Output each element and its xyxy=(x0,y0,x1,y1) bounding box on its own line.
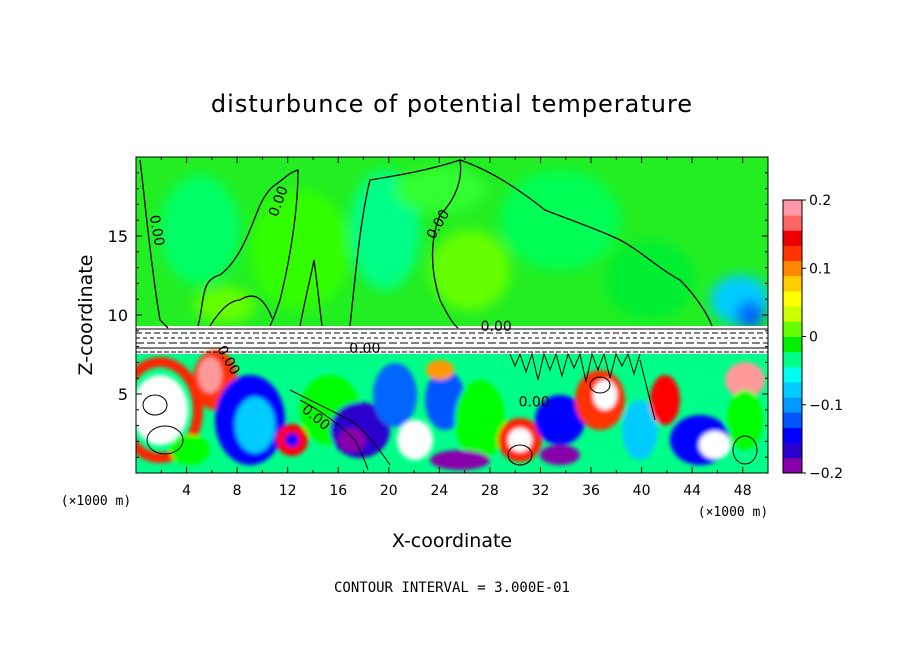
x-tick-label: 24 xyxy=(430,483,448,499)
chart-title: disturbunce of potential temperature xyxy=(211,90,693,118)
x-tick-label: 4 xyxy=(182,483,191,499)
x-tick-label: 36 xyxy=(582,483,600,499)
y-tick-label: 10 xyxy=(108,306,128,325)
contour-lines xyxy=(139,159,713,329)
x-tick-label: 48 xyxy=(734,483,752,499)
colorbar-swatch xyxy=(783,397,802,413)
contour-label: 0.00 xyxy=(519,395,550,411)
upper-field-blobs xyxy=(160,168,768,329)
colorbar-tick-label: 0 xyxy=(809,330,818,346)
colorbar-swatch xyxy=(783,427,802,444)
colorbar-swatch xyxy=(783,382,802,398)
colorbar-swatch xyxy=(783,351,802,368)
colorbar-swatch xyxy=(783,442,802,459)
interface-band xyxy=(136,326,768,354)
x-tick-label: 44 xyxy=(683,483,701,499)
colorbar-swatch xyxy=(783,291,802,307)
colorbar-tick-label: 0.2 xyxy=(809,193,831,209)
x-axis: 4 8 12 16 20 24 28 32 36 40 44 48 xyxy=(160,157,769,499)
colorbar: 0.2 0.1 0 −0.1 −0.2 xyxy=(782,193,843,482)
x-tick-label: 32 xyxy=(532,483,550,499)
x-tick-label: 28 xyxy=(481,483,499,499)
lower-field-blobs xyxy=(136,350,765,470)
y-tick-label: 5 xyxy=(118,385,128,404)
x-tick-label: 12 xyxy=(279,483,297,499)
contour-label: 0.00 xyxy=(481,319,512,335)
x-tick-label: 8 xyxy=(233,483,242,499)
colorbar-tick-label: 0.1 xyxy=(809,261,831,277)
x-tick-label: 16 xyxy=(329,483,347,499)
colorbar-swatch xyxy=(783,366,802,383)
x-axis-label: X-coordinate xyxy=(392,530,512,552)
x-tick-label: 40 xyxy=(633,483,651,499)
y-tick-label: 15 xyxy=(108,227,128,246)
x-tick-label: 20 xyxy=(380,483,398,499)
interface-contours xyxy=(136,328,768,383)
colorbar-swatch xyxy=(783,275,802,292)
contour-interval-footer: CONTOUR INTERVAL = 3.000E-01 xyxy=(334,580,570,596)
y-axis: 5 10 15 xyxy=(108,172,768,458)
colorbar-tick-label: −0.1 xyxy=(809,398,843,414)
colorbar-swatch xyxy=(783,412,802,428)
colorbar-swatch xyxy=(783,200,802,216)
colorbar-swatch xyxy=(783,336,802,353)
colorbar-swatch xyxy=(783,230,802,246)
x-unit-right: (×1000 m) xyxy=(698,505,768,520)
x-unit-left: (×1000 m) xyxy=(61,494,131,509)
colorbar-swatch xyxy=(783,260,802,277)
colorbar-swatch xyxy=(783,215,802,231)
colorbar-swatch xyxy=(783,306,802,322)
contour-label: 0.00 xyxy=(349,341,380,357)
contour-label: 0.00 xyxy=(146,214,167,247)
lower-contours xyxy=(142,359,758,471)
colorbar-swatch xyxy=(783,321,802,337)
plot-area: 0.000.000.000.000.000.000.00 0.00 xyxy=(136,157,768,473)
colorbar-swatch xyxy=(783,457,802,474)
y-axis-label: Z-coordinate xyxy=(75,255,97,376)
colorbar-swatch xyxy=(783,245,802,262)
colorbar-tick-label: −0.2 xyxy=(809,466,843,482)
